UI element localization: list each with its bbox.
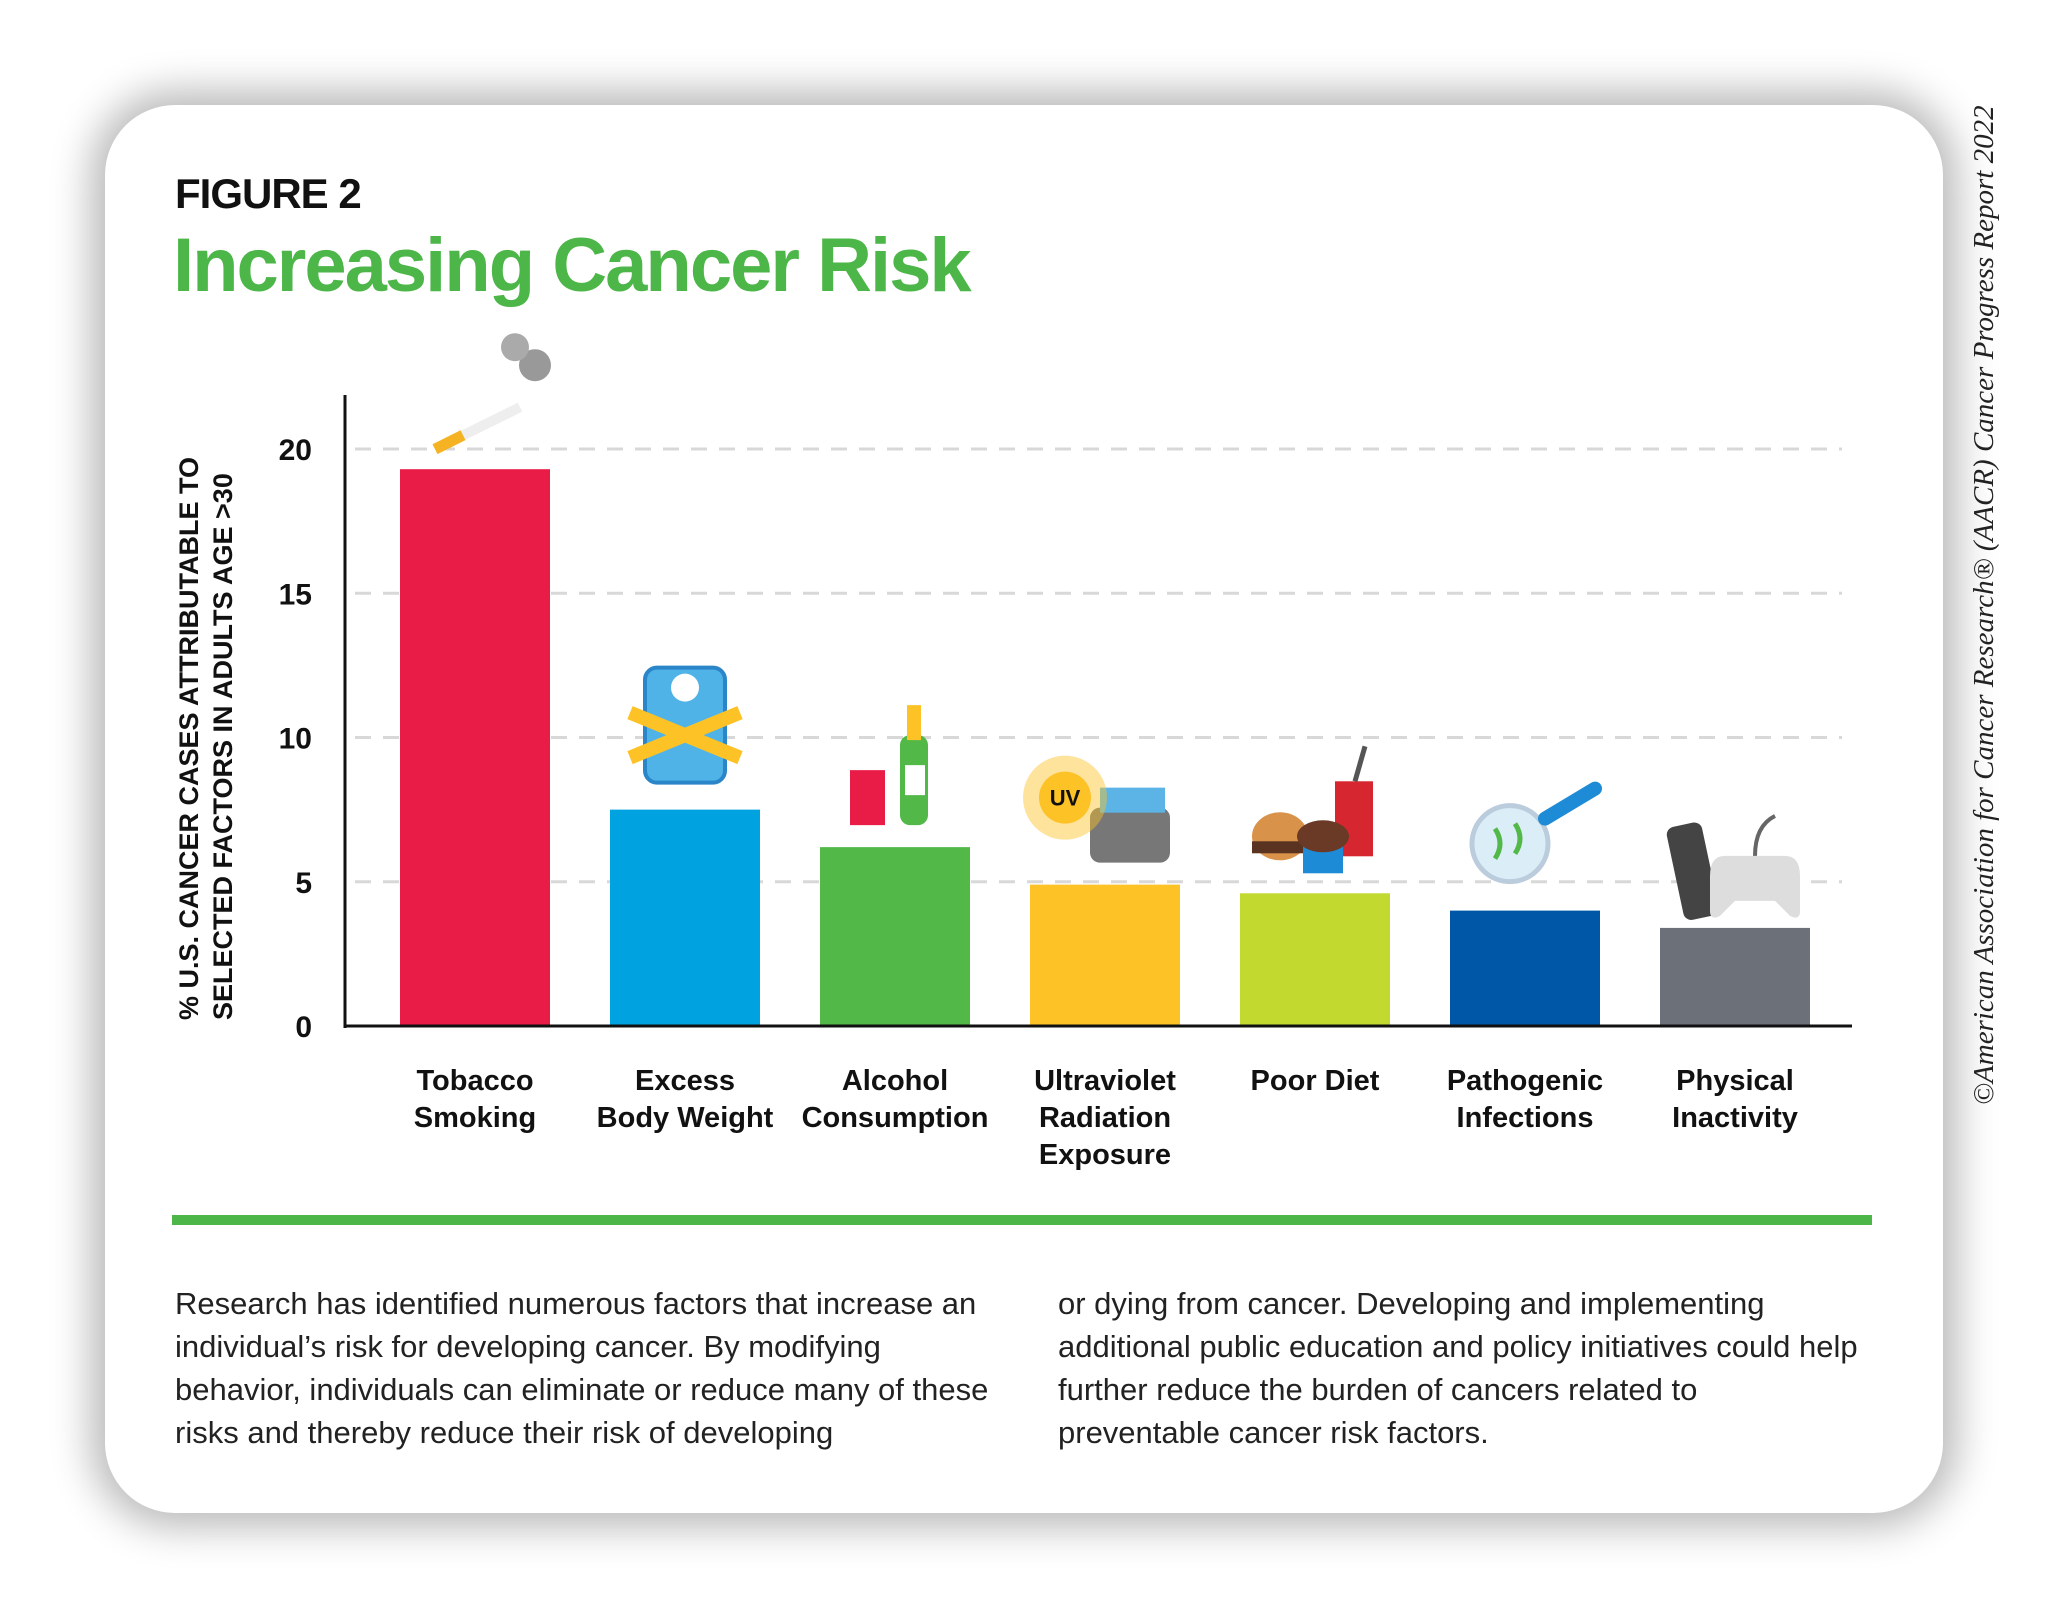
cigarette-icon [432, 333, 551, 455]
fast-food-icon [1252, 745, 1373, 874]
bar-6 [1660, 927, 1810, 1026]
x-tick-label: Tobacco Smoking [414, 1065, 536, 1134]
y-tick-label: 15 [279, 578, 312, 611]
bar-4 [1240, 893, 1390, 1026]
y-tick-label: 0 [295, 1011, 312, 1044]
x-tick-label: Excess Body Weight [597, 1065, 774, 1134]
bar-1 [610, 809, 760, 1026]
y-tick-label: 5 [295, 867, 312, 900]
x-tick-label: Alcohol Consumption [802, 1065, 989, 1134]
x-tick-label: Ultraviolet Radiation Exposure [1034, 1065, 1176, 1171]
x-tick-label: Physical Inactivity [1672, 1065, 1798, 1134]
svg-text:UV: UV [1050, 786, 1081, 811]
beer-champagne-icon [850, 705, 928, 826]
y-tick-label: 10 [279, 723, 312, 756]
divider [172, 1215, 1872, 1225]
uv-tanning-bed-icon: UV [1023, 755, 1170, 863]
x-tick-label: Poor Diet [1251, 1065, 1380, 1097]
copyright: ©American Association for Cancer Researc… [1968, 105, 2000, 1105]
bar-5 [1450, 910, 1600, 1026]
scale-tape-icon [627, 665, 743, 785]
x-tick-label: Pathogenic Infections [1447, 1065, 1603, 1134]
body-text-col2: or dying from cancer. Developing and imp… [1058, 1286, 1858, 1450]
bar-0 [400, 469, 550, 1026]
bar-3 [1030, 884, 1180, 1026]
chart-title: Increasing Cancer Risk [173, 223, 972, 308]
body-text-col1: Research has identified numerous factors… [175, 1286, 989, 1450]
bar-2 [820, 847, 970, 1026]
figure-label: FIGURE 2 [175, 170, 362, 217]
y-axis-label: % U.S. CANCER CASES ATTRIBUTABLE TO SELEC… [174, 457, 238, 1020]
petri-dish-icon [1469, 781, 1602, 885]
y-tick-label: 20 [279, 434, 312, 467]
remote-gamepad-icon [1666, 814, 1800, 920]
